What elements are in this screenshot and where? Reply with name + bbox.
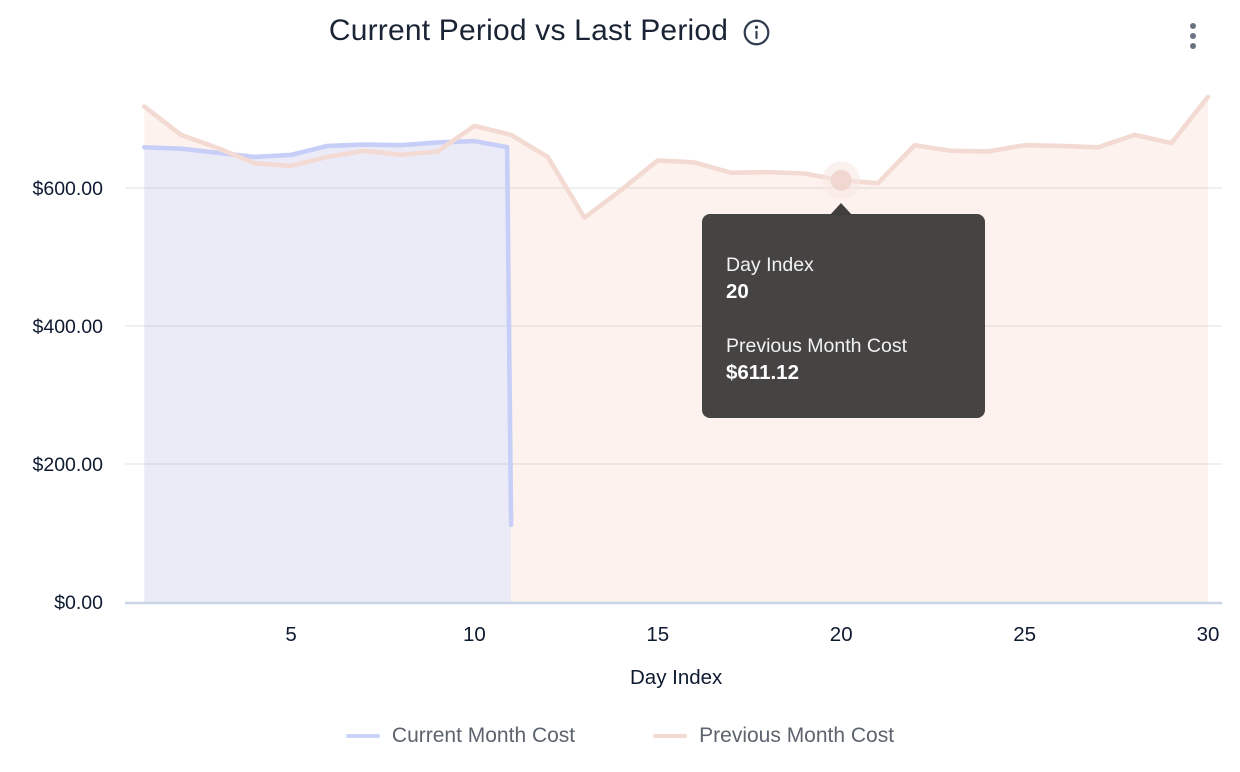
tooltip-x-value: 20 xyxy=(726,280,749,304)
x-tick-label: 20 xyxy=(830,623,853,646)
previous-month-area xyxy=(144,141,512,602)
tooltip-series-value: $611.12 xyxy=(726,361,799,385)
tooltip-series-group: Previous Month Cost $611.12 xyxy=(726,333,961,388)
x-tick-label: 10 xyxy=(463,623,486,646)
tooltip-series-label: Previous Month Cost xyxy=(726,335,907,357)
tooltip-x-group: Day Index 20 xyxy=(726,252,961,307)
chart-canvas[interactable]: $0.00 $200.00 $400.00 $600.00 5 10 15 20 25 30 Day… xyxy=(0,0,1240,710)
tooltip-arrow xyxy=(830,203,852,215)
y-tick-label: $200.00 xyxy=(33,454,104,476)
legend-swatch-previous xyxy=(653,733,688,739)
hover-marker-dot xyxy=(830,169,852,191)
y-tick-label: $600.00 xyxy=(33,178,104,200)
legend-swatch-current xyxy=(345,733,380,739)
x-tick-label: 25 xyxy=(1013,623,1036,646)
page-title: Current Period vs Last Period xyxy=(328,14,729,47)
x-tick-label: 15 xyxy=(646,623,669,646)
chart-legend: Current Month Cost Previous Month Cost xyxy=(0,724,1240,748)
x-tick-label: 30 xyxy=(1197,623,1220,646)
title-row: Current Period vs Last Period xyxy=(0,14,1100,48)
legend-item-previous-month[interactable]: Previous Month Cost xyxy=(653,724,894,748)
chart-header: Current Period vs Last Period xyxy=(0,0,1240,66)
gridlines xyxy=(125,187,1222,465)
info-icon[interactable] xyxy=(742,18,771,47)
current-month-line xyxy=(142,138,514,528)
previous-month-line xyxy=(142,94,1211,220)
x-tick-label: 5 xyxy=(285,623,296,646)
y-tick-label: $400.00 xyxy=(33,316,104,338)
chart-tooltip: Day Index 20 Previous Month Cost $611.12 xyxy=(702,203,985,418)
hover-marker[interactable] xyxy=(822,161,861,200)
more-options-kebab-icon[interactable] xyxy=(1186,21,1200,51)
legend-label-previous: Previous Month Cost xyxy=(699,724,895,747)
x-axis-labels: 5 10 15 20 25 30 xyxy=(285,623,1219,646)
y-axis-labels: $0.00 $200.00 $400.00 $600.00 xyxy=(33,178,104,614)
tooltip-x-label: Day Index xyxy=(726,254,814,276)
legend-label-current: Current Month Cost xyxy=(391,724,576,747)
x-axis-title: Day Index xyxy=(630,666,723,689)
legend-item-current-month[interactable]: Current Month Cost xyxy=(345,724,576,748)
y-tick-label: $0.00 xyxy=(54,592,103,614)
